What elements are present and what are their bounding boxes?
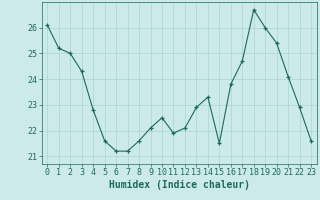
X-axis label: Humidex (Indice chaleur): Humidex (Indice chaleur) xyxy=(109,180,250,190)
